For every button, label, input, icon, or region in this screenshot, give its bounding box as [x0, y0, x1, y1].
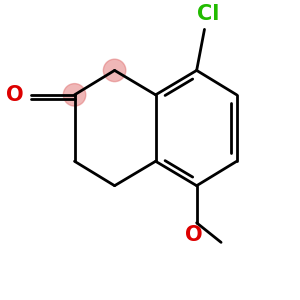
Circle shape: [103, 59, 126, 82]
Text: Cl: Cl: [197, 4, 220, 23]
Text: O: O: [6, 85, 24, 105]
Text: O: O: [185, 225, 203, 245]
Circle shape: [63, 84, 86, 106]
